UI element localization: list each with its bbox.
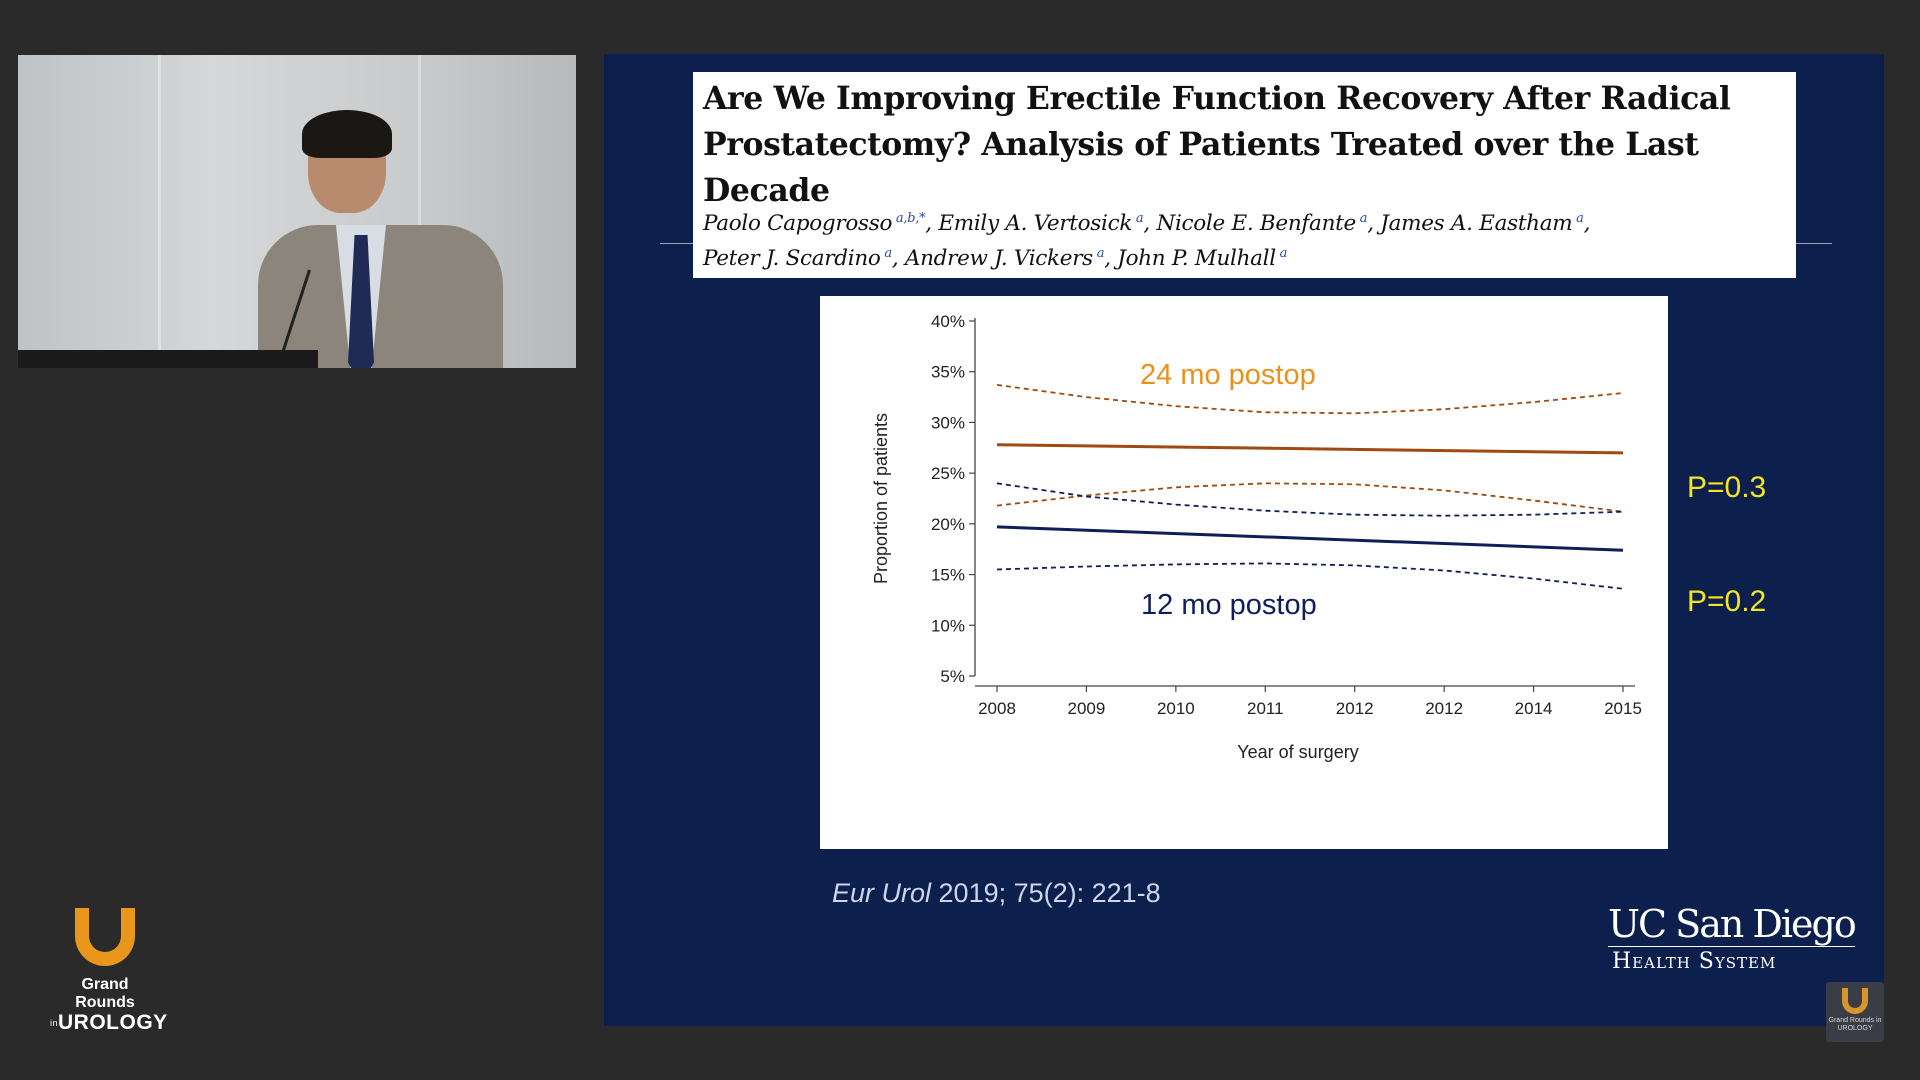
paper-title: Are We Improving Erectile Function Recov… bbox=[703, 80, 1731, 209]
speaker-hair bbox=[302, 110, 392, 158]
y-tick-label: 30% bbox=[931, 413, 965, 432]
logo-line1: Grand Rounds bbox=[75, 976, 135, 1011]
annotation-24mo: 24 mo postop bbox=[1140, 359, 1316, 391]
y-tick-label: 15% bbox=[931, 566, 965, 585]
wall-panel bbox=[418, 55, 421, 368]
speaker-video bbox=[18, 55, 576, 368]
y-tick-label: 5% bbox=[940, 667, 965, 686]
y-axis-label: Proportion of patients bbox=[871, 413, 891, 584]
p-value-24mo: P=0.3 bbox=[1687, 471, 1767, 504]
divider-right bbox=[1796, 243, 1832, 244]
author-name: John P. Mulhall bbox=[1117, 246, 1276, 272]
chart: 5% 10% 15% 20% 25% 30% 35% 40% 2008 2009 2010 2011 2… bbox=[820, 296, 1668, 849]
x-tick-label: 2009 bbox=[1068, 699, 1106, 718]
x-tick-label: 2015 bbox=[1604, 699, 1642, 718]
y-tick-label: 35% bbox=[931, 363, 965, 382]
author-affiliation: a,b,* bbox=[892, 211, 926, 226]
u-logo-icon bbox=[75, 908, 135, 966]
author-affiliation: a bbox=[1132, 211, 1144, 226]
author-name: Andrew J. Vickers bbox=[904, 246, 1093, 272]
x-tick-label: 2012 bbox=[1425, 699, 1463, 718]
author-name: James A. Eastham bbox=[1380, 211, 1573, 237]
author-name: Nicole E. Benfante bbox=[1156, 211, 1356, 237]
divider-left bbox=[660, 243, 700, 244]
logo-in: in bbox=[50, 1018, 59, 1028]
series-24mo-line bbox=[996, 443, 1624, 455]
author-affiliation: a bbox=[880, 246, 892, 262]
series-12mo-ci-line bbox=[996, 482, 1624, 517]
author-affiliation: a bbox=[1355, 211, 1368, 226]
ucsd-name: UC San Diego bbox=[1608, 902, 1857, 947]
x-tick-label: 2010 bbox=[1157, 699, 1195, 718]
citation-ref: 2019; 75(2): 221-8 bbox=[931, 878, 1161, 908]
y-tick-label: 20% bbox=[931, 515, 965, 534]
x-tick-label: 2008 bbox=[978, 699, 1016, 718]
y-tick-label: 25% bbox=[931, 464, 965, 483]
ucsd-subtitle: Health System bbox=[1612, 949, 1777, 974]
author-name: Peter J. Scardino bbox=[703, 246, 881, 272]
citation-journal: Eur Urol bbox=[832, 878, 932, 908]
grand-rounds-logo: Grand Rounds inUROLOGY bbox=[50, 908, 167, 1034]
x-tick-label: 2014 bbox=[1515, 699, 1553, 718]
podium bbox=[18, 350, 318, 368]
author-name: Emily A. Vertosick bbox=[938, 211, 1133, 237]
y-tick-label: 40% bbox=[931, 312, 965, 331]
p-value-12mo: P=0.2 bbox=[1687, 585, 1767, 618]
u-watermark-icon bbox=[1842, 988, 1868, 1014]
citation: Eur Urol 2019; 75(2): 221-8 bbox=[832, 878, 1161, 909]
paper-header: Are We Improving Erectile Function Recov… bbox=[693, 72, 1796, 278]
presentation-slide: Are We Improving Erectile Function Recov… bbox=[604, 54, 1884, 1026]
x-axis-label: Year of surgery bbox=[1237, 742, 1358, 762]
x-tick-label: 2012 bbox=[1336, 699, 1374, 718]
series-12mo-line bbox=[996, 525, 1624, 552]
series-24mo-ci-line bbox=[996, 482, 1624, 513]
author-affiliation: a bbox=[1092, 246, 1105, 262]
logo-urology: UROLOGY bbox=[58, 1011, 168, 1034]
series-24mo-ci-line bbox=[996, 384, 1624, 415]
ucsd-logo: UC San Diego Health System bbox=[1608, 902, 1857, 974]
author-affiliation: a bbox=[1275, 246, 1288, 262]
x-tick-label: 2011 bbox=[1247, 699, 1284, 718]
wall-panel bbox=[158, 55, 161, 368]
y-tick-label: 10% bbox=[931, 616, 965, 635]
paper-authors: Paolo Capogrosso a,b,*, Emily A. Vertosi… bbox=[703, 211, 1591, 272]
chart-svg: 5% 10% 15% 20% 25% 30% 35% 40% 2008 2009 2010 2011 2… bbox=[871, 312, 1642, 762]
logo-line2: inUROLOGY bbox=[50, 1012, 167, 1034]
author-name: Paolo Capogrosso bbox=[703, 211, 893, 237]
series-12mo-ci-line bbox=[996, 562, 1624, 590]
annotation-12mo: 12 mo postop bbox=[1141, 589, 1317, 621]
watermark-logo: Grand Rounds in UROLOGY bbox=[1826, 982, 1884, 1042]
watermark-text: Grand Rounds in UROLOGY bbox=[1828, 1017, 1882, 1032]
author-affiliation: a bbox=[1572, 211, 1584, 226]
